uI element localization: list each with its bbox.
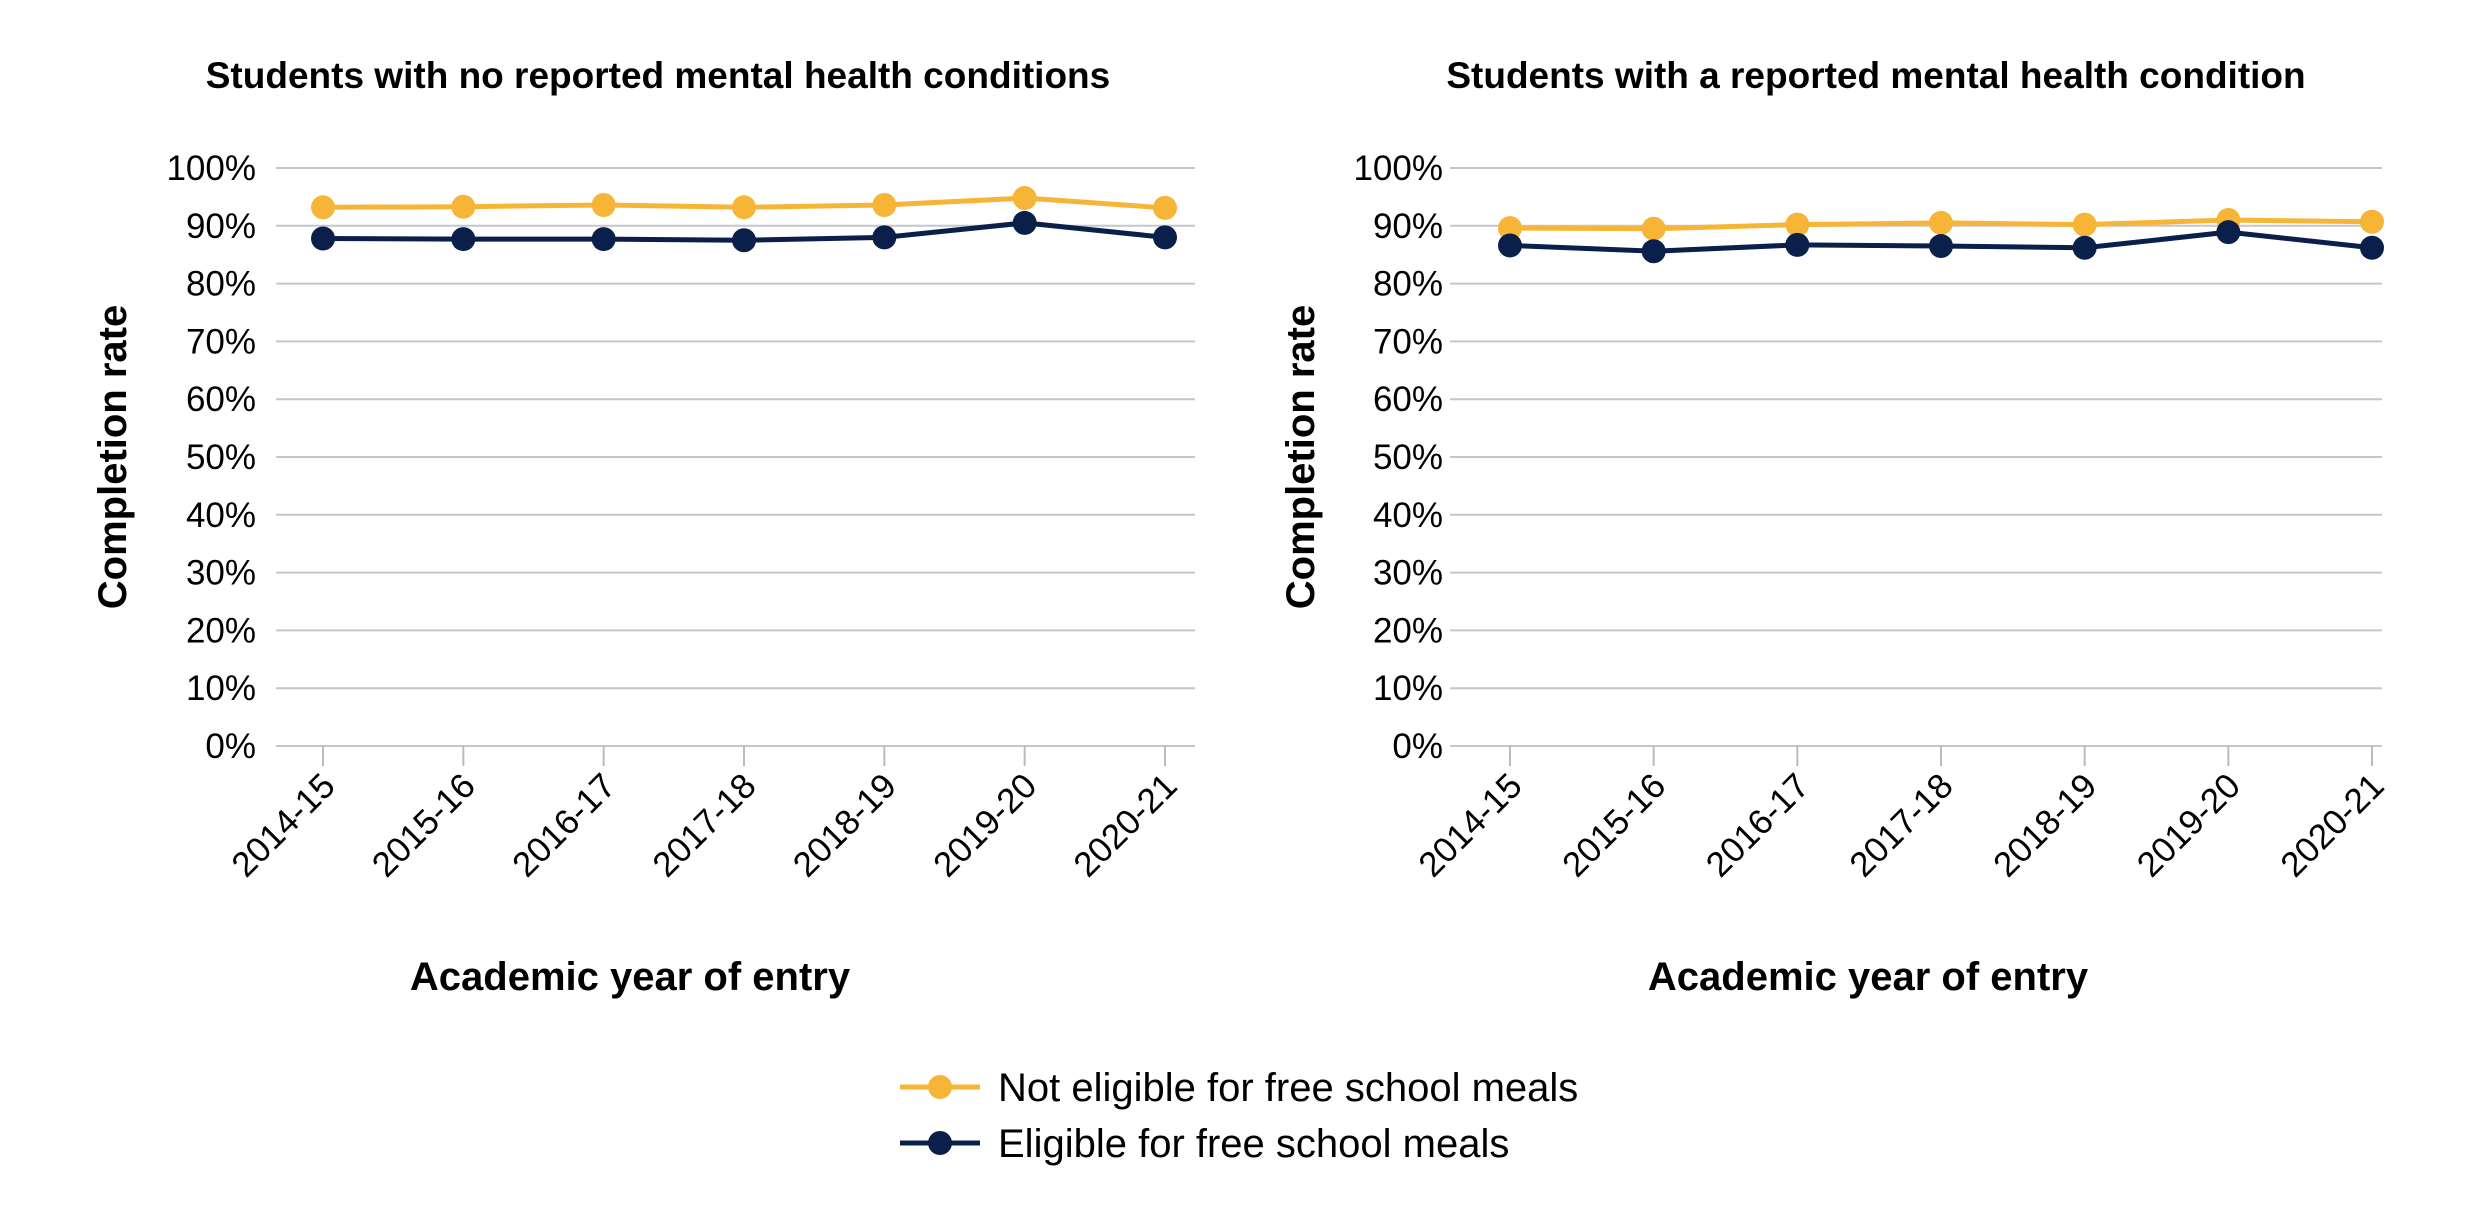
y-axis-title: Completion rate [91, 305, 135, 609]
legend-label: Eligible for free school meals [998, 1122, 1509, 1166]
y-tick-label: 90% [1373, 207, 1443, 246]
chart-legend: Not eligible for free school meals Eligib… [900, 1066, 1578, 1166]
y-tick-label: 40% [186, 496, 256, 535]
data-point-eligible [1929, 234, 1953, 259]
chart-title: Students with a reported mental health c… [1446, 55, 2305, 96]
data-point-not-eligible [1498, 216, 1522, 241]
x-axis-title: Academic year of entry [410, 955, 851, 999]
data-point-eligible [311, 226, 335, 251]
x-tick-label: 2020-21 [2273, 766, 2391, 884]
data-point-not-eligible [451, 194, 476, 219]
x-tick-label: 2016-17 [1699, 766, 1817, 884]
chart-title: Students with no reported mental health … [206, 55, 1110, 96]
x-tick-label: 2019-20 [2130, 766, 2248, 884]
data-point-eligible [1641, 239, 1666, 264]
legend-marker [928, 1131, 952, 1155]
y-tick-label: 70% [186, 322, 256, 361]
data-point-eligible [2072, 235, 2097, 260]
y-tick-label: 0% [205, 727, 256, 766]
data-point-eligible [1153, 225, 1177, 250]
y-tick-label: 40% [1373, 496, 1443, 535]
data-point-not-eligible [1785, 212, 1810, 237]
y-tick-label: 30% [186, 554, 256, 593]
y-tick-label: 60% [186, 380, 256, 419]
data-point-eligible [2360, 235, 2384, 260]
data-point-not-eligible [1012, 186, 1037, 211]
data-point-not-eligible [732, 195, 756, 220]
data-point-eligible [1012, 210, 1037, 235]
y-tick-label: 20% [186, 611, 256, 650]
data-point-not-eligible [2360, 209, 2384, 234]
data-point-eligible [1498, 233, 1522, 258]
y-tick-label: 10% [186, 669, 256, 708]
x-tick-label: 2017-18 [1842, 766, 1960, 884]
y-tick-label: 50% [1373, 438, 1443, 477]
data-point-eligible [591, 227, 616, 252]
y-tick-label: 10% [1373, 669, 1443, 708]
y-tick-label: 60% [1373, 380, 1443, 419]
y-tick-label: 100% [166, 149, 256, 188]
data-point-eligible [872, 225, 897, 250]
legend-label: Not eligible for free school meals [998, 1066, 1578, 1110]
x-tick-label: 2018-19 [786, 766, 904, 884]
chart-panel-no-condition: Students with no reported mental health … [91, 55, 1195, 999]
x-tick-label: 2017-18 [645, 766, 763, 884]
y-tick-label: 50% [186, 438, 256, 477]
data-point-not-eligible [311, 195, 335, 220]
y-tick-label: 0% [1392, 727, 1443, 766]
x-tick-label: 2018-19 [1986, 766, 2104, 884]
x-tick-label: 2015-16 [365, 766, 483, 884]
y-tick-label: 100% [1353, 149, 1443, 188]
y-tick-label: 70% [1373, 322, 1443, 361]
chart-panel-with-condition: Students with a reported mental health c… [1279, 55, 2392, 999]
data-point-eligible [2216, 220, 2241, 245]
data-point-not-eligible [1153, 195, 1177, 220]
data-point-not-eligible [1929, 210, 1953, 235]
y-tick-label: 30% [1373, 554, 1443, 593]
data-point-not-eligible [591, 192, 616, 217]
data-point-not-eligible [1641, 216, 1666, 241]
x-tick-label: 2019-20 [926, 766, 1044, 884]
data-point-eligible [1785, 232, 1810, 257]
x-tick-label: 2014-15 [1411, 766, 1529, 884]
data-point-eligible [732, 228, 756, 253]
data-point-not-eligible [872, 192, 897, 217]
y-axis-title: Completion rate [1279, 305, 1323, 609]
x-tick-label: 2015-16 [1555, 766, 1673, 884]
x-tick-label: 2020-21 [1066, 766, 1184, 884]
data-point-eligible [451, 227, 476, 252]
x-tick-label: 2016-17 [505, 766, 623, 884]
y-tick-label: 80% [1373, 265, 1443, 304]
y-tick-label: 20% [1373, 611, 1443, 650]
y-tick-label: 80% [186, 265, 256, 304]
data-point-not-eligible [2072, 212, 2097, 237]
x-axis-title: Academic year of entry [1648, 955, 2089, 999]
legend-marker [928, 1075, 952, 1099]
y-tick-label: 90% [186, 207, 256, 246]
x-tick-label: 2014-15 [224, 766, 342, 884]
